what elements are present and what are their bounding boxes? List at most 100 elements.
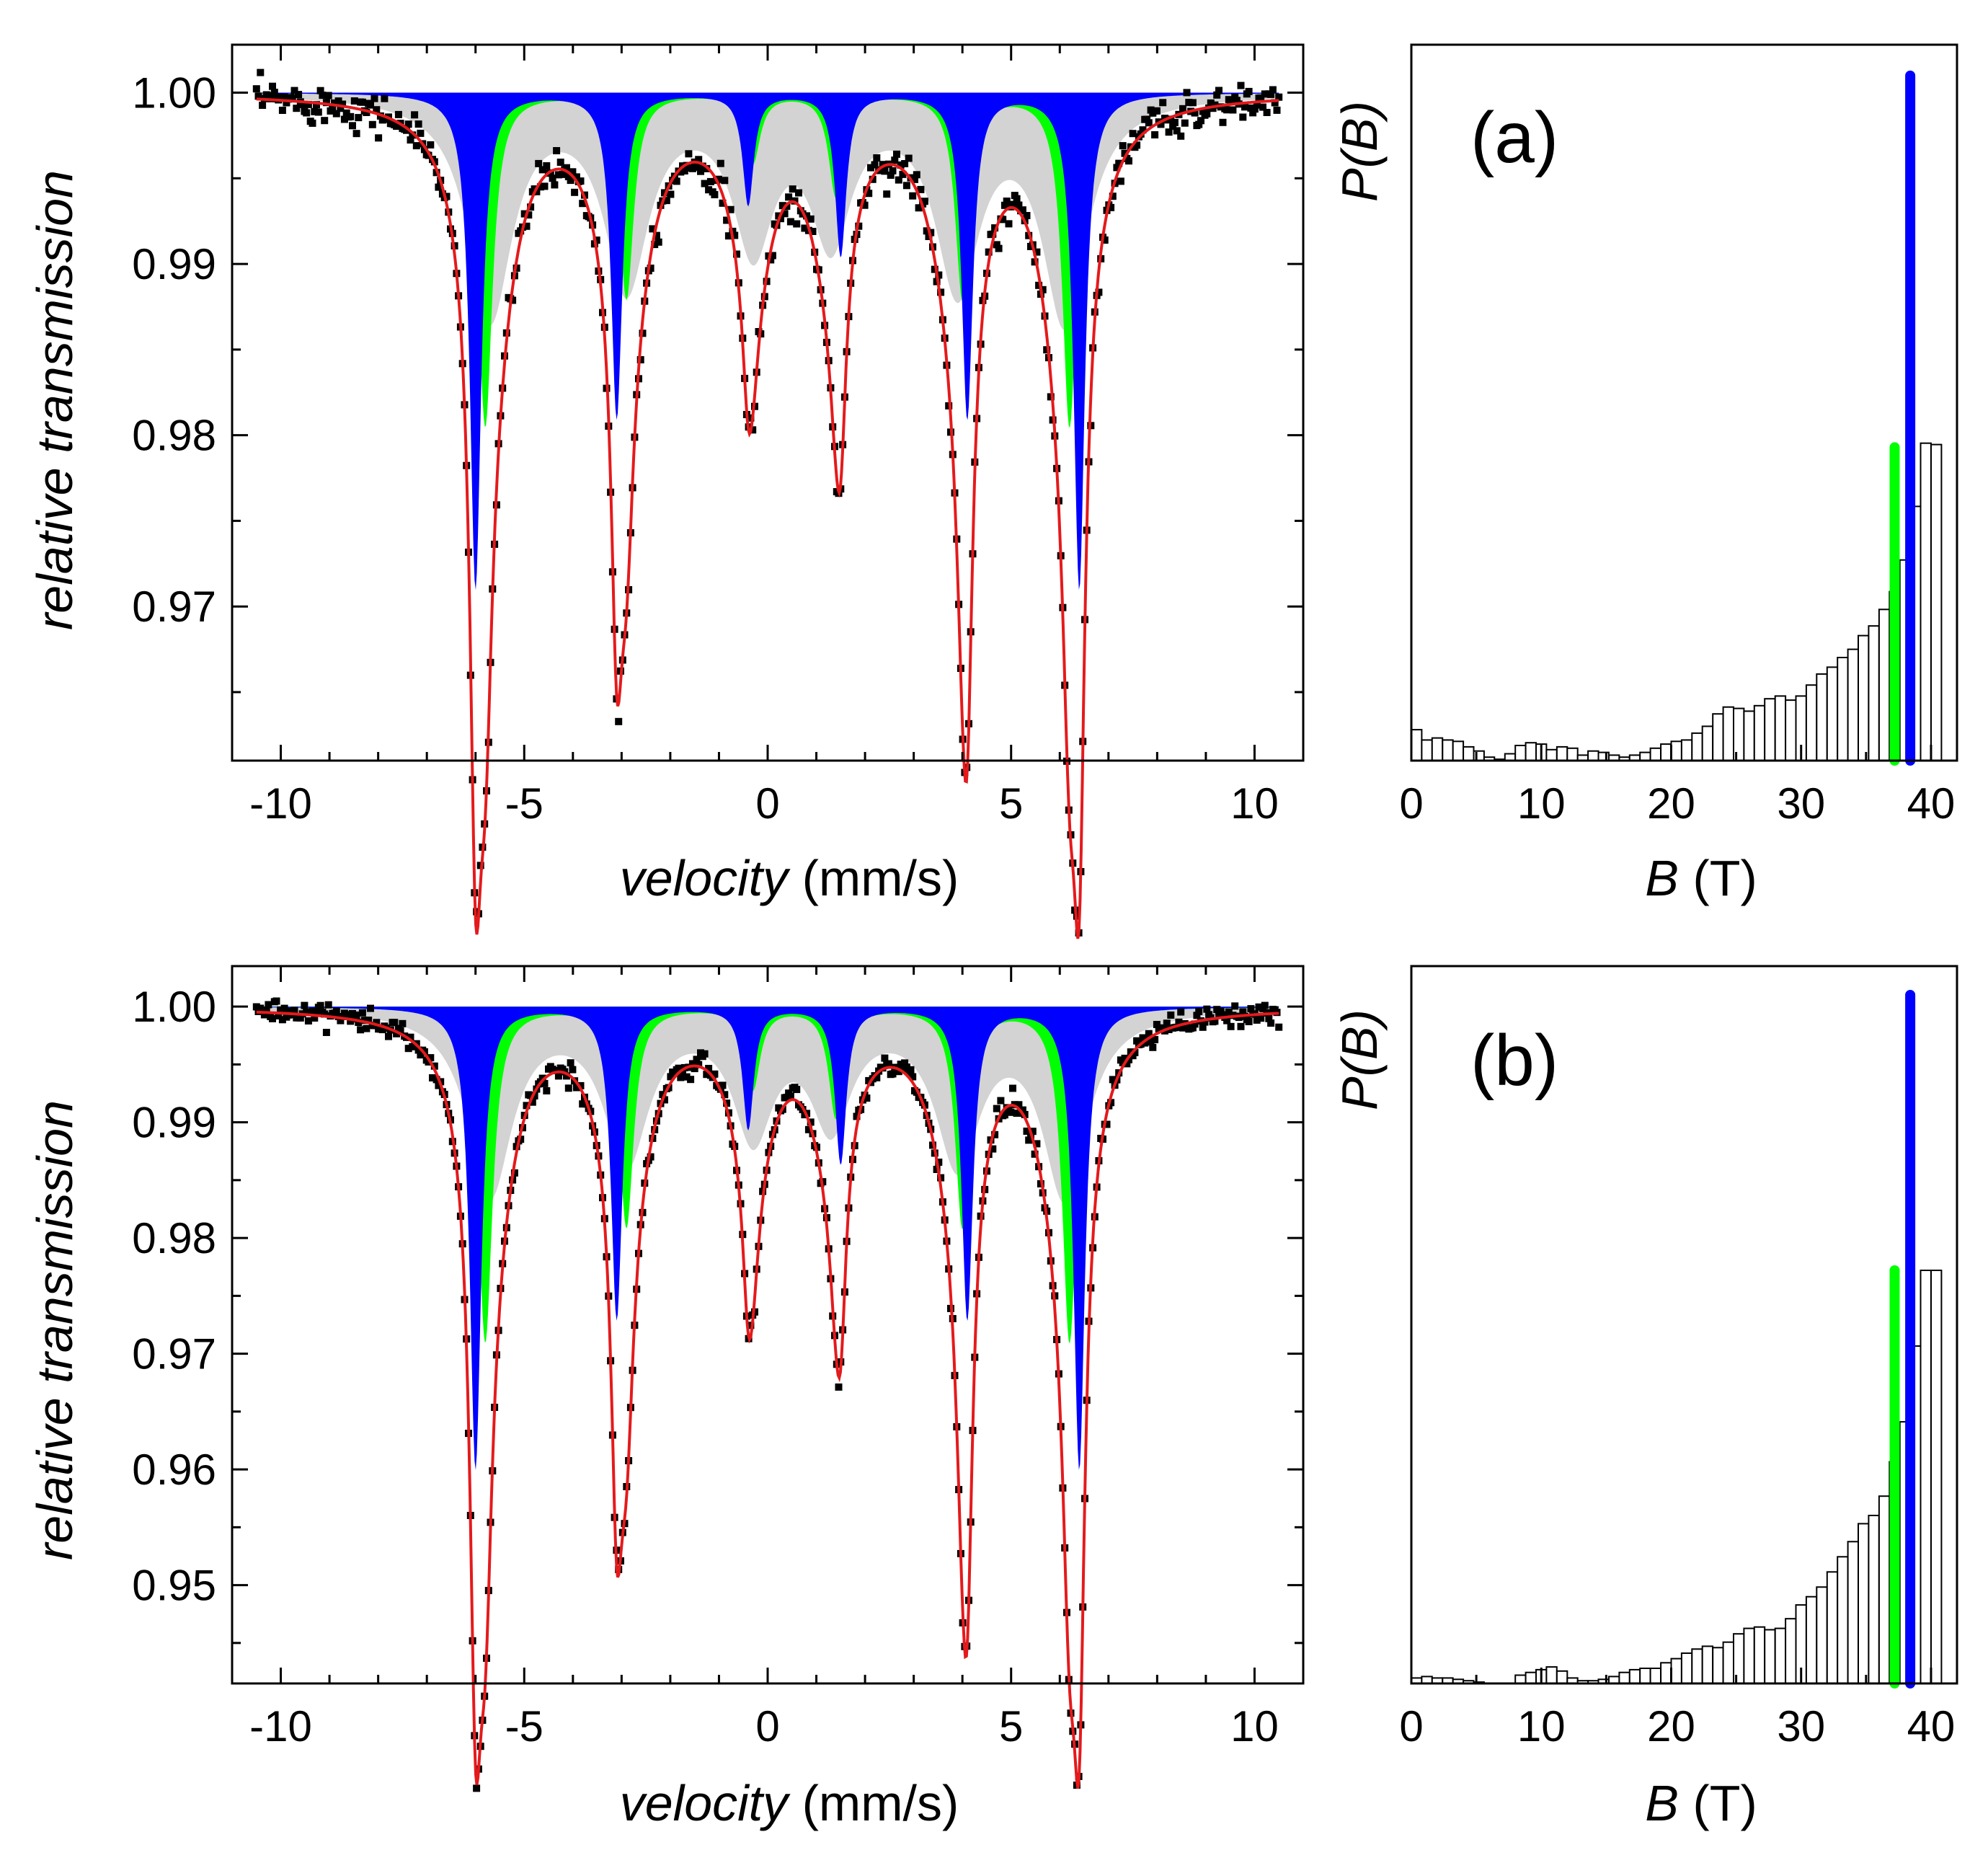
- data-point: [881, 167, 889, 175]
- x-tick-label: 5: [999, 1702, 1023, 1751]
- data-point: [1225, 1008, 1233, 1016]
- data-point: [1275, 1023, 1283, 1031]
- x-tick-label: -5: [505, 779, 543, 828]
- histogram-bar: [1847, 1541, 1860, 1685]
- data-point: [1259, 103, 1266, 111]
- histogram-bar: [1639, 751, 1651, 761]
- histogram-bar: [1837, 657, 1849, 761]
- data-point: [999, 216, 1007, 223]
- data-point: [407, 136, 414, 144]
- data-point: [554, 171, 562, 179]
- histogram-bar: [1566, 747, 1579, 762]
- data-point: [420, 146, 428, 154]
- x-tick-label: -5: [505, 1702, 543, 1751]
- data-point: [1153, 1021, 1161, 1028]
- histogram-bar: [1743, 710, 1755, 762]
- blue-subspectrum: [256, 1006, 1279, 1471]
- data-point: [427, 1054, 435, 1062]
- data-point: [259, 1006, 267, 1014]
- data-point: [1261, 1001, 1269, 1009]
- data-point: [321, 117, 329, 125]
- data-point: [427, 141, 435, 149]
- data-point: [1165, 128, 1173, 136]
- data-point: [719, 1081, 727, 1089]
- x-tick-label: -10: [249, 779, 312, 828]
- histogram-bar: [1816, 1586, 1828, 1685]
- data-point: [991, 224, 999, 232]
- x-tick-labels-a: -10 -5 0 5 10: [249, 779, 1279, 828]
- data-point: [1117, 177, 1124, 185]
- histogram-plot-a: 0 10 20 30 40 (a) B (T) P(B): [1331, 43, 1958, 906]
- data-point: [786, 218, 794, 226]
- histogram-bar: [1930, 443, 1943, 761]
- data-point: [1219, 118, 1227, 126]
- data-point: [290, 87, 298, 94]
- data-point: [905, 154, 913, 162]
- histogram-bars-a: [1411, 442, 1943, 762]
- data-point: [675, 1064, 683, 1072]
- histogram-bar: [1639, 1668, 1651, 1684]
- data-point: [698, 162, 706, 170]
- data-point: [935, 1159, 943, 1166]
- data-point: [543, 1087, 551, 1094]
- ticks-b: [231, 966, 1305, 1683]
- data-point: [1177, 132, 1185, 140]
- histogram-bar: [1920, 1270, 1932, 1684]
- data-point: [1157, 120, 1165, 128]
- data-point: [1119, 142, 1127, 150]
- data-point: [1125, 1055, 1132, 1063]
- data-point: [907, 1066, 915, 1074]
- data-point: [278, 107, 286, 114]
- hist-x-axis-title-a: B (T): [1645, 850, 1757, 906]
- histogram-plot-b: 0 10 20 30 40 (b) B (T) P(B): [1331, 965, 1958, 1831]
- data-point: [254, 92, 262, 100]
- data-point: [1211, 1017, 1219, 1025]
- data-point: [693, 163, 701, 171]
- data-point: [1035, 281, 1043, 289]
- data-point: [1033, 1140, 1041, 1148]
- data-point: [311, 107, 319, 115]
- x-tick-label: 40: [1907, 779, 1956, 828]
- data-point: [1273, 106, 1281, 114]
- data-point: [1241, 103, 1248, 111]
- data-point: [749, 426, 757, 434]
- data-point: [803, 212, 811, 220]
- data-point: [711, 191, 719, 198]
- histogram-bar: [1587, 750, 1599, 761]
- data-point: [430, 1062, 438, 1070]
- x-tick-label: 0: [755, 1702, 779, 1751]
- data-point: [378, 116, 386, 124]
- data-point: [1237, 1022, 1245, 1030]
- panel-label-a: (a): [1470, 97, 1558, 178]
- data-point: [1133, 1037, 1141, 1045]
- data-point: [701, 180, 709, 187]
- data-point: [270, 89, 278, 97]
- data-point: [1263, 109, 1271, 116]
- data-point: [1015, 201, 1023, 209]
- data-point: [1005, 220, 1013, 228]
- histogram-bar: [1868, 625, 1880, 762]
- data-point: [1193, 1012, 1201, 1019]
- data-point: [677, 1074, 685, 1081]
- data-point: [375, 134, 383, 142]
- data-point: [370, 94, 378, 102]
- x-axis-title-a: velocity (mm/s): [620, 850, 959, 906]
- histogram-bar: [1680, 739, 1693, 762]
- data-point: [723, 1099, 731, 1107]
- data-point: [293, 105, 301, 112]
- data-point: [322, 1029, 330, 1036]
- data-point: [873, 154, 881, 161]
- data-point: [863, 1094, 871, 1102]
- data-point: [884, 1060, 892, 1068]
- histogram-bar: [1837, 1556, 1849, 1685]
- data-point: [531, 1092, 538, 1099]
- histogram-bar: [1826, 1571, 1839, 1685]
- data-point: [731, 231, 739, 239]
- data-point: [899, 170, 907, 178]
- data-point: [1141, 1039, 1149, 1047]
- data-point: [1185, 99, 1193, 107]
- data-point: [443, 192, 451, 200]
- x-tick-label: 20: [1647, 1702, 1695, 1751]
- y-tick-label: 1.00: [132, 983, 216, 1031]
- data-point: [1107, 203, 1115, 211]
